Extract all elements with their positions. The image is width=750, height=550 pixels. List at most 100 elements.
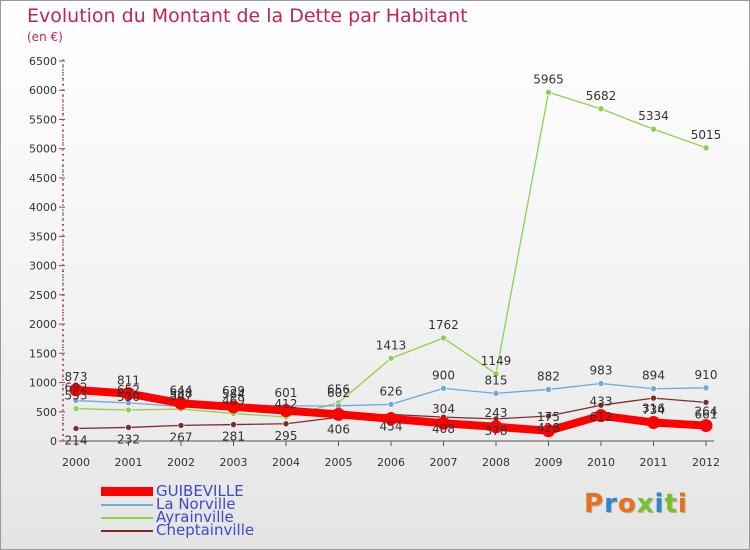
data-label: 243 <box>485 406 508 420</box>
data-label: 811 <box>117 374 140 388</box>
data-point <box>387 355 395 362</box>
data-point <box>72 397 80 404</box>
x-tick-label: 2000 <box>62 456 90 469</box>
legend-swatch-ayrainville <box>101 517 153 519</box>
y-tick-label: 500 <box>36 406 57 419</box>
chart-title: Evolution du Montant de la Dette par Hab… <box>27 5 468 27</box>
data-point <box>387 401 395 408</box>
data-label: 5682 <box>586 89 617 103</box>
y-tick-label: 5000 <box>29 143 57 156</box>
data-label: 267 <box>170 430 193 444</box>
data-point <box>384 412 398 426</box>
data-label: 873 <box>65 370 88 384</box>
y-tick-label: 2000 <box>29 318 57 331</box>
y-tick-label: 0 <box>50 435 57 448</box>
data-label: 214 <box>65 433 88 447</box>
data-label: 626 <box>380 384 403 398</box>
data-label: 295 <box>275 429 298 443</box>
legend-label-cheptainville: Cheptainville <box>156 521 255 539</box>
data-label: 469 <box>222 394 245 408</box>
data-label: 408 <box>432 422 455 436</box>
data-point <box>545 386 552 393</box>
data-label: 412 <box>275 397 298 411</box>
x-tick-label: 2010 <box>587 456 615 469</box>
data-label: 5965 <box>533 72 564 86</box>
data-point <box>492 390 500 397</box>
data-point <box>702 399 710 406</box>
x-tick-label: 2007 <box>430 456 458 469</box>
data-label: 602 <box>327 386 350 400</box>
legend-swatch-guibeville <box>101 487 153 496</box>
data-label: 612 <box>590 410 613 424</box>
data-point <box>545 412 552 420</box>
chart-unit: (en €) <box>27 30 63 44</box>
x-tick-label: 2002 <box>167 456 195 469</box>
data-point <box>72 425 80 432</box>
chart-legend: GUIBEVILLE La Norville Ayrainville Chept… <box>101 482 341 539</box>
data-point <box>122 387 135 401</box>
x-tick-label: 2012 <box>692 456 720 469</box>
y-tick-label: 5500 <box>29 113 57 126</box>
data-point <box>650 394 657 402</box>
data-label: 629 <box>222 384 245 398</box>
data-label: 232 <box>117 432 140 446</box>
data-point <box>230 421 237 428</box>
legend-swatch-la-norville <box>101 504 153 506</box>
data-label: 547 <box>170 389 193 403</box>
data-point <box>542 424 555 438</box>
x-tick-label: 2011 <box>640 456 668 469</box>
y-tick-label: 3000 <box>29 260 57 273</box>
data-point <box>650 385 657 393</box>
data-point <box>545 88 552 96</box>
data-point <box>282 420 290 428</box>
data-label: 644 <box>170 383 193 397</box>
data-label: 692 <box>65 381 88 395</box>
data-point <box>650 125 657 133</box>
legend-item-cheptainville: Cheptainville <box>101 521 341 539</box>
data-label: 1149 <box>481 354 512 368</box>
data-label: 428 <box>537 421 560 435</box>
x-tick-label: 2006 <box>377 456 405 469</box>
data-label: 5334 <box>638 109 669 123</box>
data-point <box>699 419 713 433</box>
data-label: 5015 <box>691 128 722 142</box>
data-label: 983 <box>590 364 613 378</box>
x-tick-label: 2008 <box>482 456 510 469</box>
x-tick-label: 2003 <box>220 456 248 469</box>
data-point <box>647 416 660 430</box>
data-label: 900 <box>432 368 455 382</box>
data-label: 882 <box>537 369 560 383</box>
data-point <box>597 105 605 113</box>
data-label: 1413 <box>376 338 407 352</box>
legend-item-ayrainville: Ayrainville <box>101 508 341 526</box>
data-point <box>440 385 447 392</box>
data-point <box>174 396 188 410</box>
data-label: 433 <box>590 395 613 409</box>
y-tick-label: 4000 <box>29 201 57 214</box>
data-point <box>489 420 503 434</box>
data-label: 588 <box>170 387 193 401</box>
data-label: 910 <box>695 368 718 382</box>
data-point <box>702 144 710 152</box>
x-tick-label: 2009 <box>535 456 563 469</box>
y-tick-label: 1500 <box>29 347 57 360</box>
y-tick-label: 4500 <box>29 172 57 185</box>
data-point <box>492 370 500 378</box>
data-label: 656 <box>327 383 350 397</box>
legend-item-guibeville: GUIBEVILLE <box>101 482 341 500</box>
proxiti-logo: Proxiti <box>584 489 688 519</box>
data-point <box>227 400 240 414</box>
y-tick-label: 6500 <box>29 55 57 68</box>
data-label: 378 <box>485 424 508 438</box>
legend-label-la-norville: La Norville <box>156 495 236 513</box>
y-tick-label: 6000 <box>29 84 57 97</box>
y-tick-label: 3500 <box>29 230 57 243</box>
data-label: 175 <box>537 410 560 424</box>
data-label: 584 <box>222 387 245 401</box>
data-label: 530 <box>117 390 140 404</box>
y-tick-label: 1000 <box>29 377 57 390</box>
data-label: 304 <box>432 402 455 416</box>
data-point <box>72 405 80 412</box>
data-label: 661 <box>695 407 718 421</box>
